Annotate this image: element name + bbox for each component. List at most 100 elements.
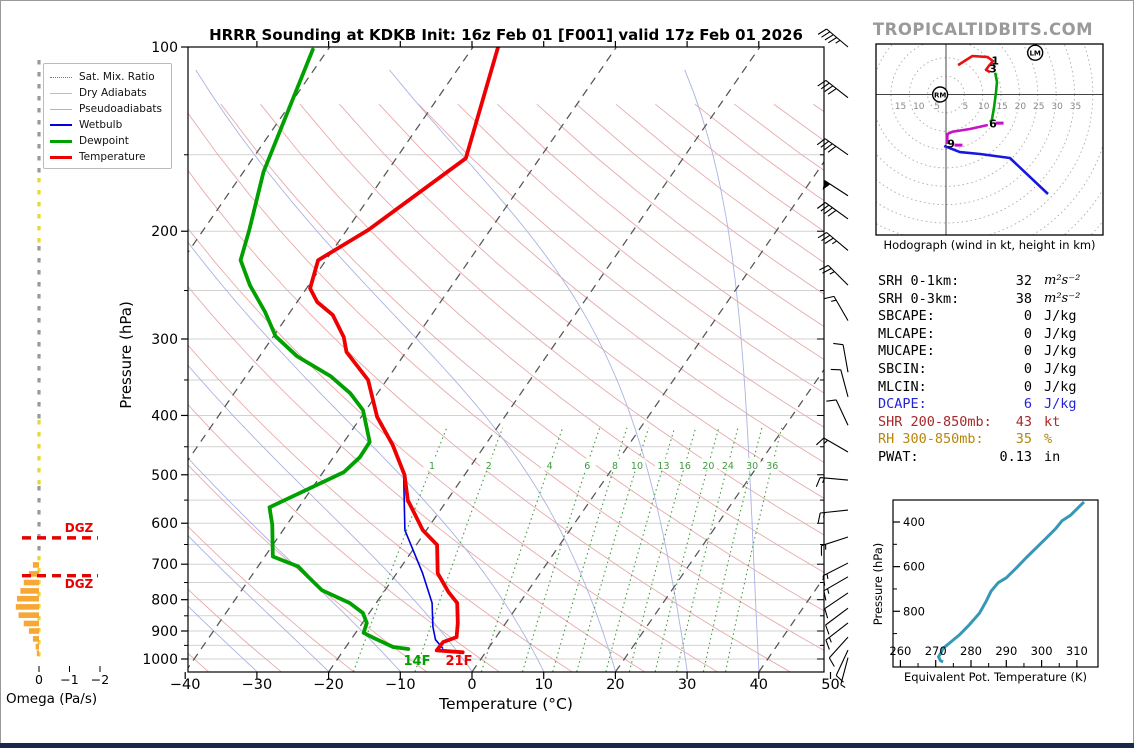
- page-title: HRRR Sounding at KDKB Init: 16z Feb 01 […: [209, 26, 803, 44]
- stats-panel: SRH 0-1km: 32 m²s⁻² SRH 0-3km: 38 m²s⁻² SBCAPE…: [878, 273, 1092, 467]
- legend-label: Dewpoint: [79, 135, 129, 147]
- legend-item-wetbulb: Wetbulb: [50, 117, 171, 133]
- omega-axis-label: Omega (Pa/s): [6, 691, 98, 707]
- hodo-height-label: 6: [989, 117, 997, 130]
- stat-unit: J/kg: [1044, 378, 1077, 395]
- stat-value: 0: [1023, 343, 1032, 360]
- hodograph-panel: 15 10 5 5 10 15 20 25 30 35 13 6 9 RM LM: [875, 43, 1104, 236]
- pressure-tick-label: 800: [151, 593, 178, 609]
- dgz-upper-label: DGZ: [64, 521, 94, 535]
- mixing-ratio-label: 6: [584, 461, 590, 472]
- pressure-tick-label: 400: [151, 408, 178, 424]
- stat-value: 0.13: [999, 448, 1032, 465]
- hodograph-trace-6-9km: [945, 123, 989, 145]
- thetae-x-tick-label: 300: [1031, 644, 1053, 658]
- stat-unit: kt: [1044, 413, 1061, 430]
- stat-label: RH 300-850mb:: [878, 431, 984, 448]
- hodograph-caption: Hodograph (wind in kt, height in km): [883, 238, 1096, 252]
- hodo-storm-marker-LM: LM: [1029, 49, 1040, 57]
- thetae-curve: [937, 500, 1086, 664]
- stat-unit: J/kg: [1044, 360, 1077, 377]
- stat-row-srh-0-1km: SRH 0-1km: 32 m²s⁻²: [878, 273, 1092, 291]
- stat-value: 32: [1015, 273, 1032, 289]
- stat-label: DCAPE:: [878, 396, 927, 413]
- temp-tick-label: −30: [242, 677, 273, 693]
- hodo-ring-label: 20: [1015, 102, 1027, 112]
- mixing-ratio-label: 16: [679, 461, 691, 472]
- hodo-ring-label: 15: [996, 102, 1007, 112]
- legend-label: Pseudoadiabats: [79, 103, 162, 115]
- temp-tick-label: 50: [821, 677, 839, 693]
- dgz-lower-label: DGZ: [64, 577, 94, 591]
- stat-row-mlcin: MLCIN: 0 J/kg: [878, 379, 1092, 397]
- thetae-y-tick-label: 600: [903, 560, 925, 574]
- thetae-x-tick-label: 290: [995, 644, 1017, 658]
- hodo-ring-label: 5: [934, 102, 940, 112]
- wind-barb-column: [815, 28, 849, 688]
- temp-tick-label: 40: [750, 677, 768, 693]
- hodograph-trace-0-3km: [957, 54, 995, 74]
- stat-label: SRH 0-3km:: [878, 290, 960, 307]
- legend-label: Sat. Mix. Ratio: [79, 71, 155, 83]
- thetae-y-tick-label: 800: [903, 604, 925, 618]
- stat-value: 38: [1015, 290, 1032, 307]
- legend-item-mixratio: Sat. Mix. Ratio: [50, 69, 171, 85]
- surface-temperature-label: 21F: [445, 654, 473, 669]
- thetae-y-tick-label: 400: [903, 515, 925, 529]
- stat-value: 35: [1015, 431, 1032, 448]
- stat-value: 0: [1023, 360, 1032, 377]
- stat-value: 0: [1023, 325, 1032, 342]
- pressure-tick-label: 600: [151, 516, 178, 532]
- legend-label: Temperature: [79, 151, 146, 163]
- stat-value: 43: [1015, 413, 1032, 430]
- stat-unit: J/kg: [1044, 325, 1077, 342]
- legend-swatch-temperature: [50, 155, 72, 159]
- stat-value: 0: [1023, 378, 1032, 395]
- thetae-frame: [892, 499, 1099, 668]
- thetae-x-tick-label: 260: [889, 644, 911, 658]
- mixing-ratio-label: 8: [612, 461, 618, 472]
- stat-label: PWAT:: [878, 448, 919, 465]
- temp-tick-label: 10: [534, 677, 552, 693]
- stat-label: SBCAPE:: [878, 308, 935, 325]
- stat-row-shr-200-850mb: SHR 200-850mb: 43 kt: [878, 414, 1092, 432]
- hodo-ring-label: 5: [962, 102, 968, 112]
- thetae-x-tick-label: 310: [1066, 644, 1088, 658]
- hodo-height-label: 1: [991, 55, 999, 68]
- skewt-y-axis-label: Pressure (hPa): [117, 301, 135, 409]
- legend-item-temperature: Temperature: [50, 149, 171, 165]
- temp-tick-label: −20: [313, 677, 344, 693]
- omega-tick-label: −1: [60, 672, 78, 687]
- legend-swatch-mixratio: [50, 76, 72, 78]
- legend-label: Wetbulb: [79, 119, 123, 131]
- hodo-height-label: 9: [947, 138, 955, 151]
- hodo-ring-label: 30: [1051, 102, 1063, 112]
- stat-value: 6: [1023, 396, 1032, 413]
- legend-swatch-pseudo: [50, 108, 72, 110]
- thetae-y-axis-label: Pressure (hPa): [871, 542, 885, 626]
- temperature-curve: [308, 47, 500, 655]
- thetae-x-tick-label: 280: [960, 644, 982, 658]
- hodograph-trace-9-12km: [943, 144, 1049, 195]
- skewt-frame: [187, 46, 825, 673]
- mixing-ratio-label: 13: [657, 461, 669, 472]
- pressure-tick-label: 200: [151, 224, 178, 240]
- temp-tick-label: 20: [606, 677, 624, 693]
- stat-label: MLCAPE:: [878, 325, 935, 342]
- stat-unit: J/kg: [1044, 308, 1077, 325]
- hodograph-frame: [875, 43, 1104, 236]
- hodo-ring-label: 10: [978, 102, 990, 112]
- stat-unit: J/kg: [1044, 396, 1077, 413]
- stat-label: MUCAPE:: [878, 343, 935, 360]
- mixing-ratio-label: 1: [429, 461, 435, 472]
- omega-tick-label: −2: [91, 672, 109, 687]
- legend-swatch-dry: [50, 92, 72, 94]
- hodo-ring-label: 25: [1033, 102, 1044, 112]
- wetbulb-curve: [308, 47, 499, 649]
- hodo-ring-label: 15: [895, 102, 906, 112]
- stat-unit: in: [1044, 448, 1061, 465]
- brand-logo: TROPICALTIDBITS.COM: [872, 20, 1094, 39]
- hodo-storm-marker-RM: RM: [934, 91, 946, 99]
- pressure-tick-label: 300: [151, 332, 178, 348]
